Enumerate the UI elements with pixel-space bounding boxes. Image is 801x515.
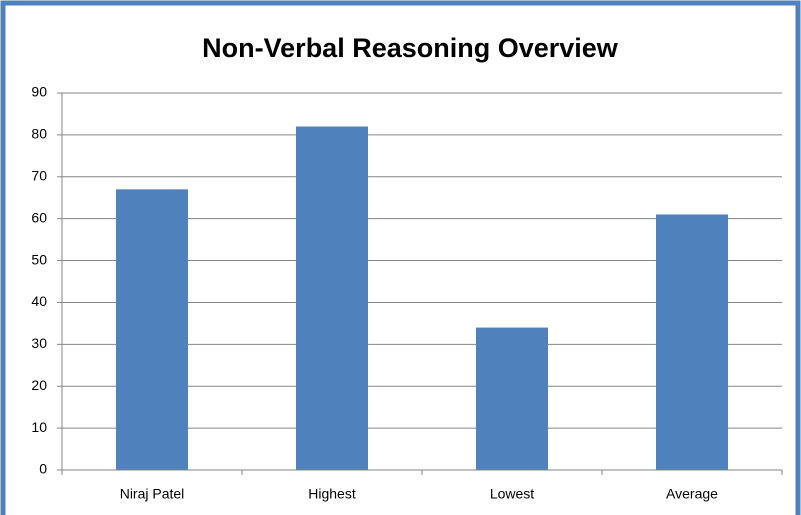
x-tick-label: Average xyxy=(666,486,718,502)
y-tick-label: 60 xyxy=(31,209,47,225)
bar xyxy=(476,327,548,470)
y-tick-label: 40 xyxy=(31,293,47,309)
x-tick-label: Highest xyxy=(308,486,356,502)
x-tick-label: Niraj Patel xyxy=(120,486,185,502)
y-tick-label: 80 xyxy=(31,126,47,142)
y-tick-label: 0 xyxy=(39,461,47,477)
bar xyxy=(116,189,188,470)
y-tick-label: 30 xyxy=(31,335,47,351)
bar xyxy=(296,126,368,470)
y-tick-label: 70 xyxy=(31,167,47,183)
y-tick-label: 50 xyxy=(31,251,47,267)
y-tick-label: 20 xyxy=(31,377,47,393)
x-tick-label: Lowest xyxy=(490,486,534,502)
y-tick-label: 10 xyxy=(31,419,47,435)
y-tick-label: 90 xyxy=(31,84,47,100)
chart-title: Non-Verbal Reasoning Overview xyxy=(202,33,619,63)
bar xyxy=(656,214,728,470)
